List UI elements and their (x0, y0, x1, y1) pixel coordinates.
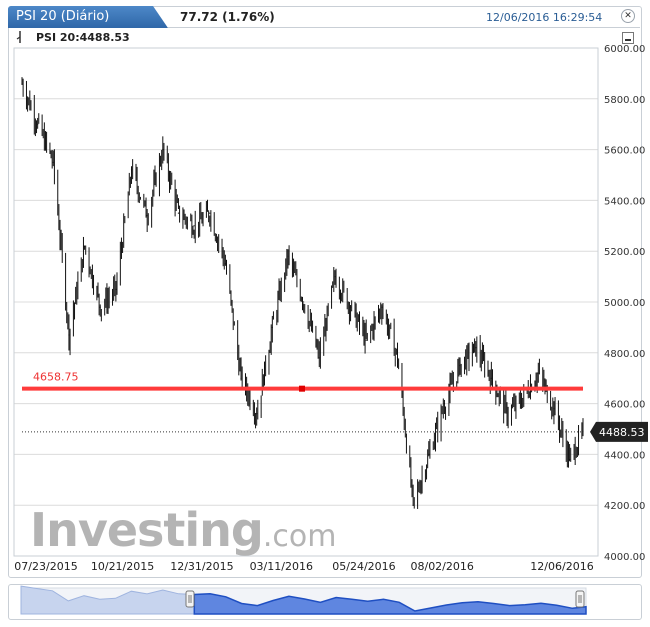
data-point (256, 413, 258, 415)
investing-watermark: Investing.com (30, 503, 336, 557)
y-axis: 6000.00 5800.00 5600.00 5400.00 5200.00 5000.… (604, 44, 645, 563)
hline-label: 4658.75 (33, 371, 79, 384)
x-tick-label: 10/21/2015 (91, 560, 154, 573)
x-tick-label: 12/06/2016 (530, 560, 593, 573)
data-point (443, 403, 446, 405)
y-tick-label: 5200.00 (604, 247, 645, 258)
data-point (490, 377, 492, 379)
x-tick-label: 12/31/2015 (170, 560, 233, 573)
data-point (287, 255, 289, 257)
data-point (396, 357, 399, 359)
last-price-tag (590, 421, 648, 442)
minimize-icon[interactable] (622, 32, 634, 44)
timestamp: 12/06/2016 16:29:54 (486, 11, 603, 24)
data-point (568, 458, 571, 461)
watermark-suffix: .com (262, 519, 337, 554)
y-tick-label: 4200.00 (604, 501, 645, 512)
data-point (506, 413, 508, 415)
navigator-handle-left[interactable] (185, 590, 195, 608)
data-point (349, 306, 352, 308)
hline-handle[interactable] (299, 385, 305, 392)
data-point (334, 276, 336, 278)
data-point (475, 347, 477, 349)
navigator-svg[interactable] (9, 585, 641, 619)
data-point (115, 288, 117, 290)
data-point (68, 334, 70, 336)
data-point (177, 212, 180, 214)
x-tick-label: 03/11/2016 (250, 560, 313, 573)
data-point (459, 364, 461, 367)
watermark-brand: Investing (30, 503, 264, 557)
data-point (553, 408, 555, 410)
data-point (381, 306, 383, 308)
data-point (146, 215, 148, 217)
data-point (582, 431, 584, 433)
chart-tab-title[interactable]: PSI 20 (Diário) (8, 6, 168, 28)
data-point (240, 377, 242, 379)
horizontal-line: 4658.75 (22, 371, 583, 392)
y-tick-label: 4400.00 (604, 450, 645, 461)
x-tick-label: 05/24/2016 (332, 560, 395, 573)
header-divider (168, 27, 640, 28)
data-point (162, 149, 164, 151)
series-label: PSI 20:4488.53 (36, 31, 130, 44)
x-tick-label: 08/02/2016 (410, 560, 473, 573)
data-point (37, 123, 39, 125)
data-point (209, 212, 211, 214)
data-point (271, 326, 273, 328)
navigator-handle-right[interactable] (575, 590, 585, 608)
price-change: 77.72 (1.76%) (180, 10, 275, 24)
data-point (537, 372, 539, 374)
data-point (224, 263, 226, 265)
data-point (522, 397, 524, 400)
data-point (365, 339, 367, 341)
data-point (99, 306, 101, 308)
data-point (21, 82, 23, 85)
data-point (130, 169, 133, 171)
data-point (412, 504, 414, 506)
navigator-selected-area (193, 593, 587, 615)
y-tick-label: 5800.00 (604, 95, 645, 106)
last-price-label: 4488.53 (599, 426, 645, 439)
y-tick-label: 4800.00 (604, 349, 645, 360)
data-point (318, 357, 320, 359)
draw-tool-icon[interactable] (16, 30, 24, 44)
data-point (83, 245, 86, 247)
y-tick-label: 4000.00 (604, 552, 645, 563)
y-tick-label: 5400.00 (604, 196, 645, 207)
y-tick-label: 5600.00 (604, 146, 645, 157)
close-icon[interactable]: ✕ (621, 9, 635, 23)
data-point (52, 161, 54, 163)
data-point (303, 301, 305, 303)
x-axis: 07/23/2015 10/21/2015 12/31/2015 03/11/2016… (14, 560, 593, 573)
last-price: 4488.53 (22, 421, 648, 442)
range-navigator[interactable] (8, 584, 642, 620)
y-tick-label: 5000.00 (604, 298, 645, 309)
data-point (193, 225, 195, 227)
y-tick-label: 6000.00 (604, 44, 645, 55)
plot-area-border (13, 47, 599, 557)
x-tick-label: 07/23/2015 (14, 560, 77, 573)
price-series (21, 77, 584, 509)
gridlines (14, 47, 598, 557)
y-tick-label: 4600.00 (604, 400, 645, 411)
data-point (428, 453, 430, 455)
